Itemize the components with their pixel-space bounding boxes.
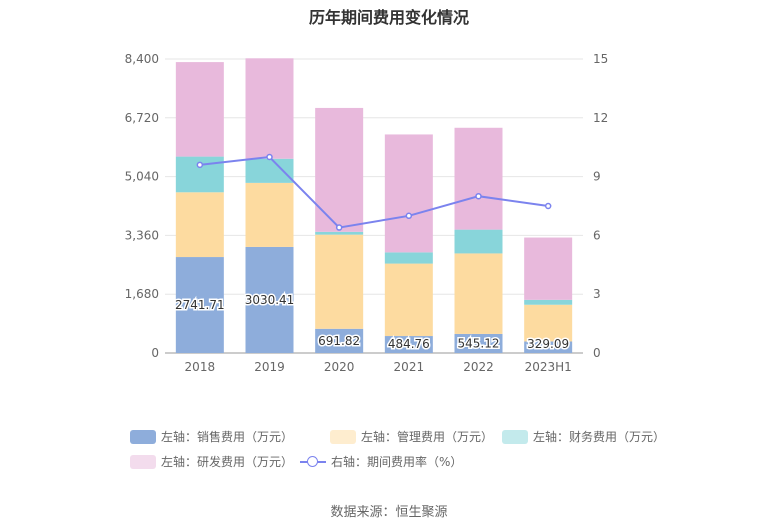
bar-segment [384,134,433,253]
y-right-tick-label: 15 [593,52,608,66]
bar-segment [245,182,294,247]
legend-swatch [502,429,528,444]
bar-segment [315,107,364,232]
legend-item[interactable]: 左轴：研发费用（万元） [130,453,293,470]
y-left-tick-label: 5,040 [125,170,159,184]
rate-point [266,153,273,161]
bar-segment [245,246,294,353]
legend-swatch [130,429,156,444]
legend-swatch [330,429,356,444]
legend-label: 右轴：期间费用率（%） [331,455,463,469]
legend-item[interactable]: 左轴：管理费用（万元） [330,428,493,445]
x-tick-label: 2020 [324,360,355,374]
bar-segment [175,257,224,353]
y-right-tick-label: 6 [593,228,601,242]
bar-segment [524,299,573,305]
bar-segment [524,341,573,353]
legend-label: 左轴：管理费用（万元） [361,430,494,444]
bar-segment [175,62,224,157]
chart-plot: 0 1,680 3,360 5,040 6,720 8,400 0 3 6 9 12 15 2741.7… [125,52,609,374]
legend-label: 左轴：财务费用（万元） [533,430,666,444]
bar-segment [384,336,433,353]
y-right-tick-label: 9 [593,170,601,184]
x-tick-label: 2021 [394,360,425,374]
bar-segment [315,231,364,235]
y-right-tick-label: 3 [593,287,601,301]
bar-segment [315,234,364,329]
data-label: 545.12 [458,336,500,350]
y-left-tick-label: 3,360 [125,228,159,242]
bar-segment [245,58,294,159]
x-tick-label: 2019 [254,360,285,374]
bar-segment [454,229,503,254]
y-left-tick-label: 1,680 [125,287,159,301]
bar-segment [175,192,224,258]
bar-segment [454,333,503,353]
rate-point [544,202,552,210]
x-tick-label: 2018 [185,360,216,374]
bar-segment [245,158,294,183]
bar-segment [454,253,503,334]
legend-label: 左轴：研发费用（万元） [161,455,294,469]
y-right-tick-label: 0 [593,346,601,360]
chart-title: 历年期间费用变化情况 [308,8,469,27]
rate-point [196,161,204,169]
bar-segment [454,127,503,230]
bar-segment [315,328,364,353]
bar-segment [384,263,433,337]
data-label: 2741.71 [175,298,225,312]
bar-segment [524,304,573,342]
data-label: 3030.41 [245,293,295,307]
data-source: 数据来源：恒生聚源 [330,505,448,520]
y-left-tick-label: 8,400 [125,52,159,66]
x-tick-label: 2023H1 [525,360,572,374]
y-left-tick-label: 6,720 [125,111,159,125]
bar-segment [384,252,433,264]
legend-label: 左轴：销售费用（万元） [161,430,294,444]
rate-line [199,155,549,229]
legend-item[interactable]: 左轴：财务费用（万元） [502,428,665,445]
rate-point [335,224,343,231]
legend-item[interactable]: 左轴：销售费用（万元） [130,428,293,445]
legend-swatch [300,455,326,469]
rate-point [405,212,413,220]
data-label: 329.09 [527,337,569,351]
legend-swatch [130,454,156,469]
legend-item[interactable]: 右轴：期间费用率（%） [300,453,462,470]
rate-point [475,192,482,200]
data-label: 691.82 [318,334,360,348]
x-tick-label: 2022 [463,360,494,374]
y-right-tick-label: 12 [593,111,608,125]
data-label: 484.76 [388,337,430,351]
y-left-tick-label: 0 [151,346,159,360]
bar-segment [524,237,573,300]
